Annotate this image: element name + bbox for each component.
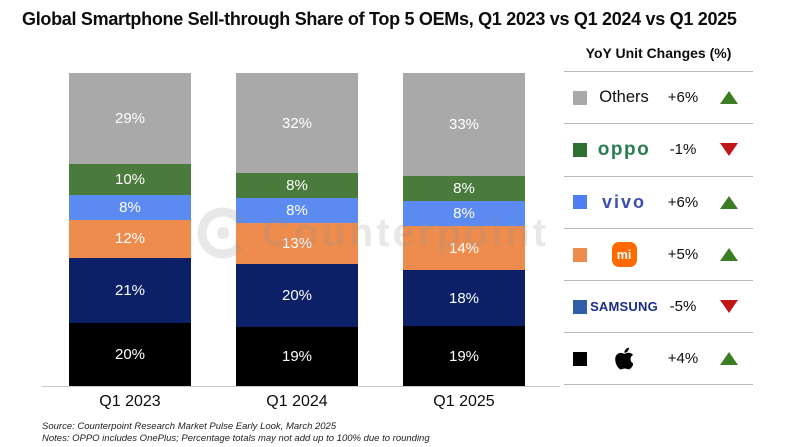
rounding-note: Notes: OPPO includes OnePlus; Percentage…: [42, 432, 430, 444]
yoy-legend-panel: YoY Unit Changes (%) Others +6% oppo -1% viv…: [564, 40, 753, 385]
segment-label: 8%: [453, 205, 475, 223]
legend-row-oppo: oppo -1%: [564, 123, 753, 175]
segment-others: 29%: [69, 73, 191, 164]
up-triangle-icon: [705, 352, 753, 366]
segment-label: 19%: [448, 347, 480, 365]
legend-swatch: [573, 195, 587, 210]
others-logo: Others: [587, 88, 661, 107]
yoy-change-value: +6%: [667, 89, 699, 107]
down-triangle-icon: [705, 143, 753, 157]
triangle-shape: [720, 195, 738, 209]
segment-apple: 20%: [69, 323, 191, 386]
segment-label: 19%: [281, 347, 313, 365]
triangle-shape: [720, 248, 738, 262]
segment-label: 12%: [114, 230, 146, 248]
segment-samsung: 20%: [236, 263, 358, 327]
segment-samsung: 18%: [403, 270, 525, 327]
segment-label: 21%: [114, 282, 146, 299]
down-triangle-icon: [705, 300, 753, 314]
segment-vivo: 8%: [403, 201, 525, 227]
footer-notes: Source: Counterpoint Research Market Pul…: [42, 421, 430, 444]
up-triangle-icon: [705, 195, 753, 209]
triangle-shape: [720, 143, 738, 157]
legend-swatch: [573, 90, 587, 105]
chart-title: Global Smartphone Sell-through Share of …: [22, 9, 737, 29]
yoy-change-value: +5%: [667, 246, 699, 264]
apple-icon: [614, 347, 634, 370]
vivo-logo-text: vivo: [601, 191, 647, 212]
segment-oppo: 8%: [236, 173, 358, 199]
legend-row-mi: mi +5%: [564, 227, 753, 280]
legend-swatch: [573, 351, 587, 366]
legend-row-vivo: vivo +6%: [564, 175, 753, 228]
source-note: Source: Counterpoint Research Market Pul…: [42, 421, 337, 432]
legend-swatch: [573, 299, 587, 314]
x-axis-labels: Q1 2023 Q1 2024 Q1 2025: [69, 393, 525, 411]
triangle-shape: [720, 352, 738, 366]
segment-apple: 19%: [236, 326, 358, 386]
segment-label: 8%: [453, 180, 475, 198]
yoy-change-value: -1%: [669, 141, 697, 159]
segment-label: 10%: [114, 170, 146, 188]
mi-logo: mi: [587, 242, 661, 268]
oppo-logo: oppo: [587, 139, 661, 161]
stacked-bar-q1-2023: 29% 10% 8% 12% 21% 20%: [69, 73, 191, 386]
segment-label: 33%: [448, 116, 480, 134]
samsung-logo-text: SAMSUNG: [590, 299, 658, 315]
segment-label: 32%: [281, 114, 313, 132]
segment-label: 20%: [281, 286, 313, 304]
segment-others: 33%: [403, 73, 525, 177]
legend-row-others: Others +6%: [564, 71, 753, 123]
stacked-bar-q1-2025: 33% 8% 8% 14% 18% 19%: [403, 73, 525, 386]
yoy-change-value: +6%: [667, 193, 699, 211]
segment-vivo: 8%: [236, 198, 358, 224]
segment-others: 32%: [236, 73, 358, 174]
legend-rows: Others +6% oppo -1% vivo +6% mi +5% SAMSUNG -5% +4…: [564, 71, 753, 385]
yoy-change-value: -5%: [669, 298, 697, 316]
legend-row-apple: +4%: [564, 332, 753, 385]
x-axis-label: Q1 2025: [433, 393, 495, 410]
x-axis-label: Q1 2024: [266, 393, 328, 410]
up-triangle-icon: [705, 248, 753, 262]
segment-vivo: 8%: [69, 195, 191, 221]
up-triangle-icon: [705, 91, 753, 105]
segment-xiaomi: 13%: [236, 223, 358, 264]
stacked-bar-q1-2024: 32% 8% 8% 13% 20% 19%: [236, 73, 358, 386]
x-axis-label: Q1 2023: [99, 393, 161, 410]
triangle-shape: [720, 300, 738, 314]
oppo-logo-text: oppo: [597, 138, 651, 160]
mi-icon: mi: [611, 242, 637, 268]
segment-label: 13%: [281, 235, 313, 253]
segment-oppo: 8%: [403, 176, 525, 202]
segment-label: 18%: [448, 289, 480, 307]
legend-row-samsung: SAMSUNG -5%: [564, 280, 753, 332]
yoy-change-value: +4%: [667, 350, 699, 368]
segment-label: 20%: [114, 346, 146, 364]
segment-xiaomi: 14%: [403, 226, 525, 271]
segment-oppo: 10%: [69, 163, 191, 196]
apple-logo: [587, 346, 661, 371]
bars: 29% 10% 8% 12% 21% 20% 32% 8% 8% 13% 20% 19% 33% 8% 8%…: [69, 73, 525, 386]
segment-label: 8%: [286, 202, 308, 220]
vivo-logo: vivo: [587, 192, 661, 213]
legend-header: YoY Unit Changes (%): [585, 45, 732, 61]
others-logo-text: Others: [599, 88, 649, 107]
x-axis-line: [42, 386, 560, 387]
samsung-logo: SAMSUNG: [587, 299, 661, 314]
segment-label: 14%: [448, 239, 480, 257]
segment-samsung: 21%: [69, 257, 191, 324]
segment-xiaomi: 12%: [69, 220, 191, 258]
segment-apple: 19%: [403, 326, 525, 386]
segment-label: 8%: [286, 177, 308, 195]
segment-label: 8%: [119, 199, 141, 217]
legend-swatch: [573, 142, 587, 157]
legend-swatch: [573, 247, 587, 262]
segment-label: 29%: [114, 109, 146, 127]
triangle-shape: [720, 91, 738, 105]
